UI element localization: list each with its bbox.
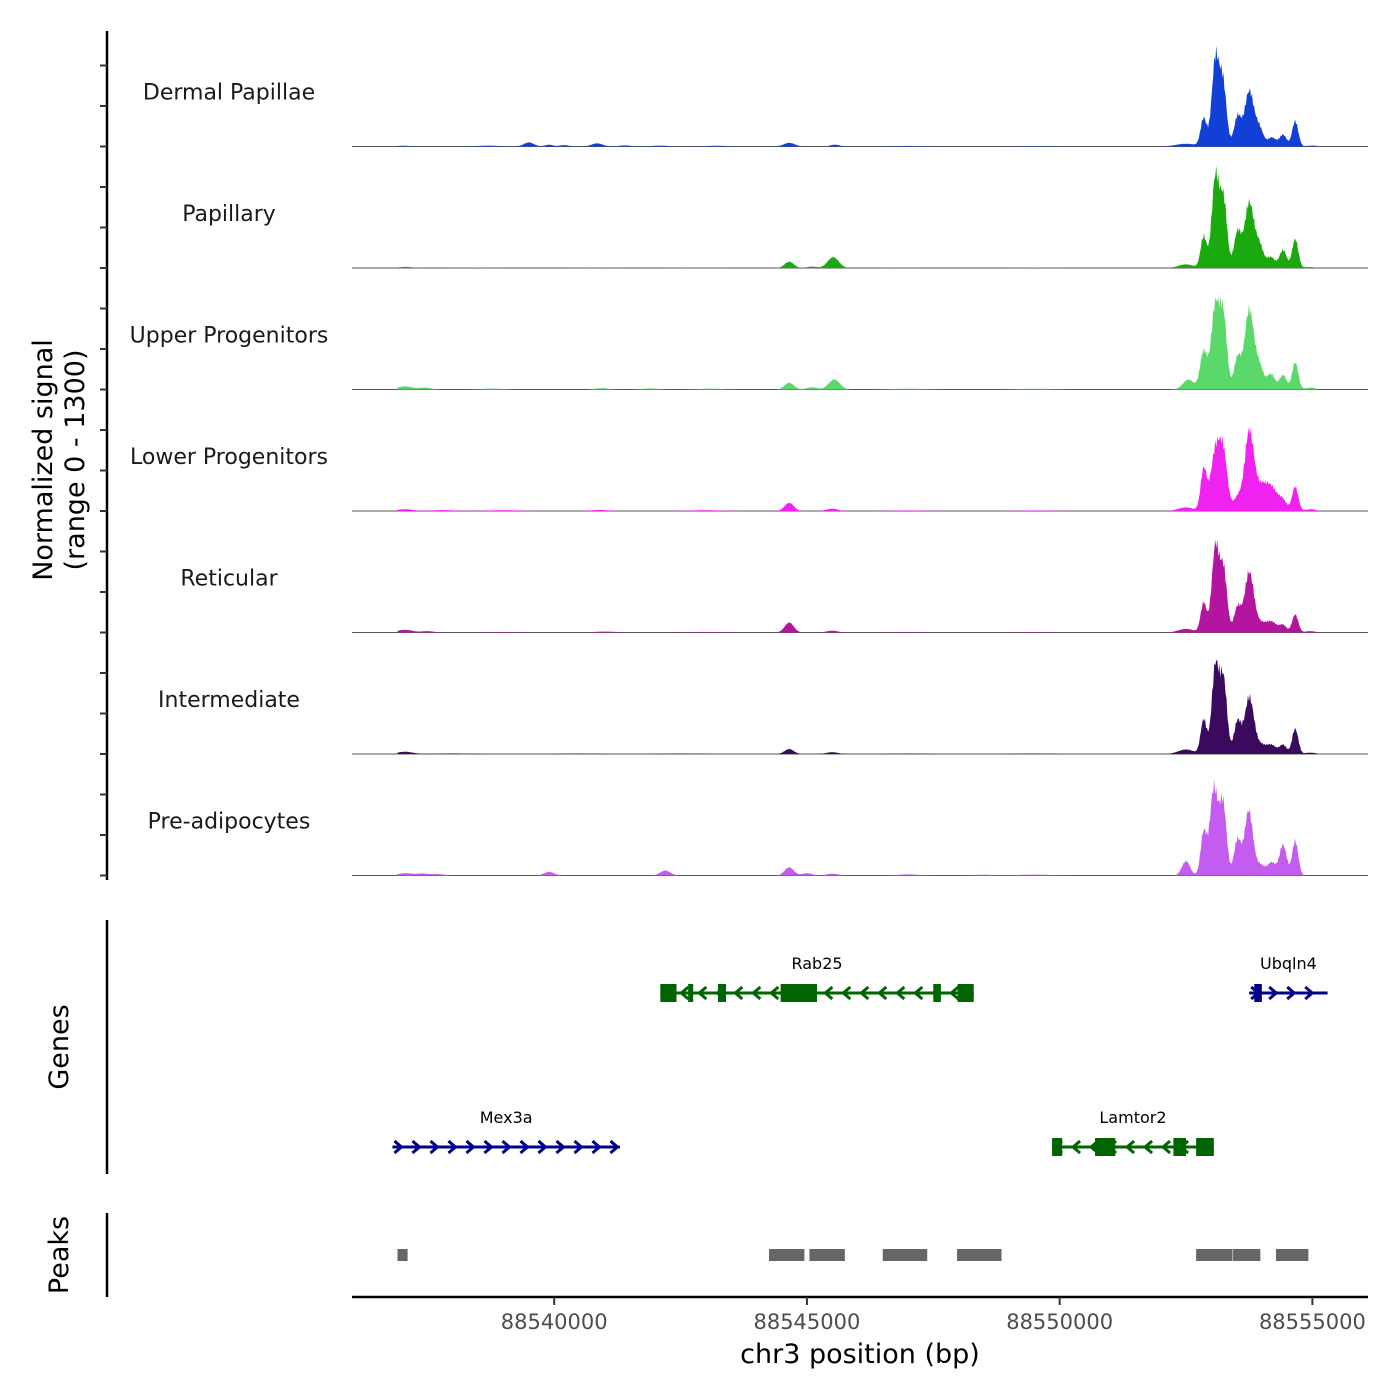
track-lower-progenitors: Lower Progenitors <box>130 426 1368 512</box>
strand-arrow-icon <box>411 1139 422 1155</box>
peak-region <box>957 1249 1002 1261</box>
track-dermal-papillae: Dermal Papillae <box>143 45 1368 147</box>
x-tick-label: 88550000 <box>1006 1310 1113 1334</box>
strand-arrow-icon <box>733 985 744 1001</box>
gene-exon <box>1095 1138 1116 1156</box>
coverage-tracks: Dermal Papillae Papillary Upper Progenitor… <box>130 45 1368 876</box>
peak-region <box>397 1249 408 1261</box>
track-signal-area <box>397 426 1318 511</box>
track-signal-area <box>397 538 1318 633</box>
track-signal-area <box>397 165 1318 268</box>
track-papillary: Papillary <box>182 165 1368 269</box>
strand-arrow-icon <box>949 985 960 1001</box>
track-label: Reticular <box>180 567 278 592</box>
peak-regions <box>397 1249 1309 1261</box>
signal-y-axis <box>100 31 109 880</box>
genes-title: Genes <box>44 1004 75 1089</box>
strand-arrow-icon <box>877 985 888 1001</box>
strand-arrow-icon <box>555 1139 566 1155</box>
strand-arrow-icon <box>1070 1139 1082 1155</box>
strand-arrow-icon <box>679 985 690 1001</box>
y-axis-title-line1: Normalized signal <box>28 339 59 581</box>
track-label: Papillary <box>182 202 276 227</box>
strand-arrow-icon <box>429 1139 440 1155</box>
track-pre-adipocytes: Pre-adipocytes <box>148 778 1368 876</box>
track-label: Intermediate <box>158 688 300 713</box>
gene-label: Mex3a <box>480 1108 533 1127</box>
gene-label: Rab25 <box>791 954 842 973</box>
gene-rab25: Rab25 <box>660 954 974 1002</box>
gene-exon <box>1052 1138 1063 1156</box>
track-label: Upper Progenitors <box>130 324 329 349</box>
strand-arrow-icon <box>537 1139 548 1155</box>
peak-region <box>1276 1249 1309 1261</box>
gene-exon <box>1254 984 1262 1002</box>
track-reticular: Reticular <box>180 538 1368 633</box>
strand-arrow-icon <box>1124 1139 1136 1155</box>
strand-arrow-icon <box>769 985 780 1001</box>
peak-region <box>809 1249 845 1261</box>
track-signal-area <box>397 778 1318 876</box>
strand-arrow-icon <box>447 1139 458 1155</box>
strand-arrow-icon <box>895 985 906 1001</box>
track-signal-area <box>397 295 1318 390</box>
gene-exon <box>717 984 727 1002</box>
strand-arrow-icon <box>483 1139 494 1155</box>
gene-exon <box>1173 1138 1187 1156</box>
strand-arrow-icon <box>393 1139 404 1155</box>
strand-arrow-icon <box>841 985 852 1001</box>
gene-exon <box>933 984 941 1002</box>
strand-arrow-icon <box>751 985 762 1001</box>
x-tick-label: 88545000 <box>753 1310 860 1334</box>
strand-arrow-icon <box>1304 985 1315 1001</box>
gene-exon <box>957 984 974 1002</box>
track-signal-area <box>397 659 1318 754</box>
x-tick-label: 88555000 <box>1259 1310 1366 1334</box>
track-signal-area <box>397 45 1318 147</box>
peak-region <box>1233 1249 1261 1261</box>
gene-mex3a: Mex3a <box>392 1108 620 1155</box>
gene-label: Lamtor2 <box>1099 1108 1166 1127</box>
strand-arrow-icon <box>697 985 708 1001</box>
strand-arrow-icon <box>591 1139 602 1155</box>
peak-region <box>769 1249 805 1261</box>
strand-arrow-icon <box>913 985 924 1001</box>
strand-arrow-icon <box>573 1139 584 1155</box>
peak-region <box>1196 1249 1233 1261</box>
peaks-title: Peaks <box>44 1216 75 1294</box>
peak-region <box>882 1249 928 1261</box>
gene-ubqln4: Ubqln4 <box>1249 954 1328 1002</box>
gene-exon <box>780 984 818 1002</box>
track-intermediate: Intermediate <box>158 659 1368 755</box>
gene-label: Ubqln4 <box>1260 954 1317 973</box>
track-label: Dermal Papillae <box>143 81 315 106</box>
x-tick-label: 88540000 <box>501 1310 608 1334</box>
strand-arrow-icon <box>1142 1139 1154 1155</box>
track-upper-progenitors: Upper Progenitors <box>130 295 1368 390</box>
strand-arrow-icon <box>609 1139 620 1155</box>
y-axis-title-line2: (range 0 - 1300) <box>60 350 91 571</box>
strand-arrow-icon <box>519 1139 530 1155</box>
strand-arrow-icon <box>501 1139 512 1155</box>
gene-annotations: Rab25 Ubqln4 Mex3a Lamtor2 <box>392 954 1328 1156</box>
track-label: Pre-adipocytes <box>148 810 311 835</box>
x-axis: 88540000 88545000 88550000 88555000 <box>352 1295 1368 1334</box>
x-axis-title: chr3 position (bp) <box>740 1339 980 1370</box>
strand-arrow-icon <box>465 1139 476 1155</box>
strand-arrow-icon <box>1160 1139 1172 1155</box>
gene-lamtor2: Lamtor2 <box>1052 1108 1214 1156</box>
strand-arrow-icon <box>1286 985 1297 1001</box>
strand-arrow-icon <box>823 985 834 1001</box>
strand-arrow-icon <box>1268 985 1279 1001</box>
track-label: Lower Progenitors <box>130 445 328 470</box>
gene-exon <box>688 984 694 1002</box>
strand-arrow-icon <box>859 985 870 1001</box>
gene-exon <box>1196 1138 1214 1156</box>
gene-exon <box>660 984 677 1002</box>
